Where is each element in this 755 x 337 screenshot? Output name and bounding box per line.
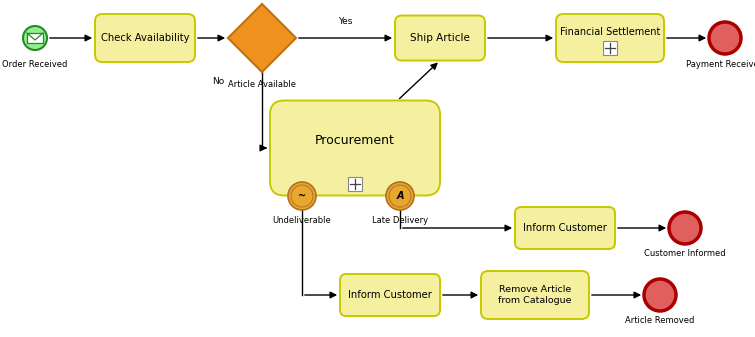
Text: No: No — [211, 77, 224, 86]
Text: Procurement: Procurement — [315, 133, 395, 147]
Text: Payment Received: Payment Received — [686, 60, 755, 69]
Text: Ship Article: Ship Article — [410, 33, 470, 43]
Text: Financial Settlement: Financial Settlement — [559, 27, 660, 37]
Text: Order Received: Order Received — [2, 60, 68, 69]
FancyBboxPatch shape — [348, 177, 362, 190]
FancyBboxPatch shape — [95, 14, 195, 62]
Text: A: A — [396, 191, 404, 201]
FancyBboxPatch shape — [340, 274, 440, 316]
FancyBboxPatch shape — [27, 33, 43, 43]
Text: Yes: Yes — [338, 17, 353, 26]
FancyBboxPatch shape — [481, 271, 589, 319]
Text: Undeliverable: Undeliverable — [273, 216, 331, 225]
Polygon shape — [228, 4, 296, 72]
Text: Inform Customer: Inform Customer — [523, 223, 607, 233]
Text: ~: ~ — [298, 191, 306, 201]
Text: Customer Informed: Customer Informed — [644, 249, 726, 258]
FancyBboxPatch shape — [270, 100, 440, 195]
Circle shape — [709, 22, 741, 54]
Text: Article Removed: Article Removed — [625, 316, 695, 325]
FancyBboxPatch shape — [603, 41, 617, 55]
FancyBboxPatch shape — [515, 207, 615, 249]
Circle shape — [669, 212, 701, 244]
Circle shape — [386, 182, 414, 210]
Text: Remove Article
from Catalogue: Remove Article from Catalogue — [498, 285, 572, 305]
Circle shape — [23, 26, 47, 50]
FancyBboxPatch shape — [556, 14, 664, 62]
Text: Check Availability: Check Availability — [100, 33, 190, 43]
Circle shape — [288, 182, 316, 210]
Text: Late Delivery: Late Delivery — [372, 216, 428, 225]
Circle shape — [644, 279, 676, 311]
Text: Inform Customer: Inform Customer — [348, 290, 432, 300]
FancyBboxPatch shape — [395, 16, 485, 61]
Text: Article Available: Article Available — [228, 80, 296, 89]
